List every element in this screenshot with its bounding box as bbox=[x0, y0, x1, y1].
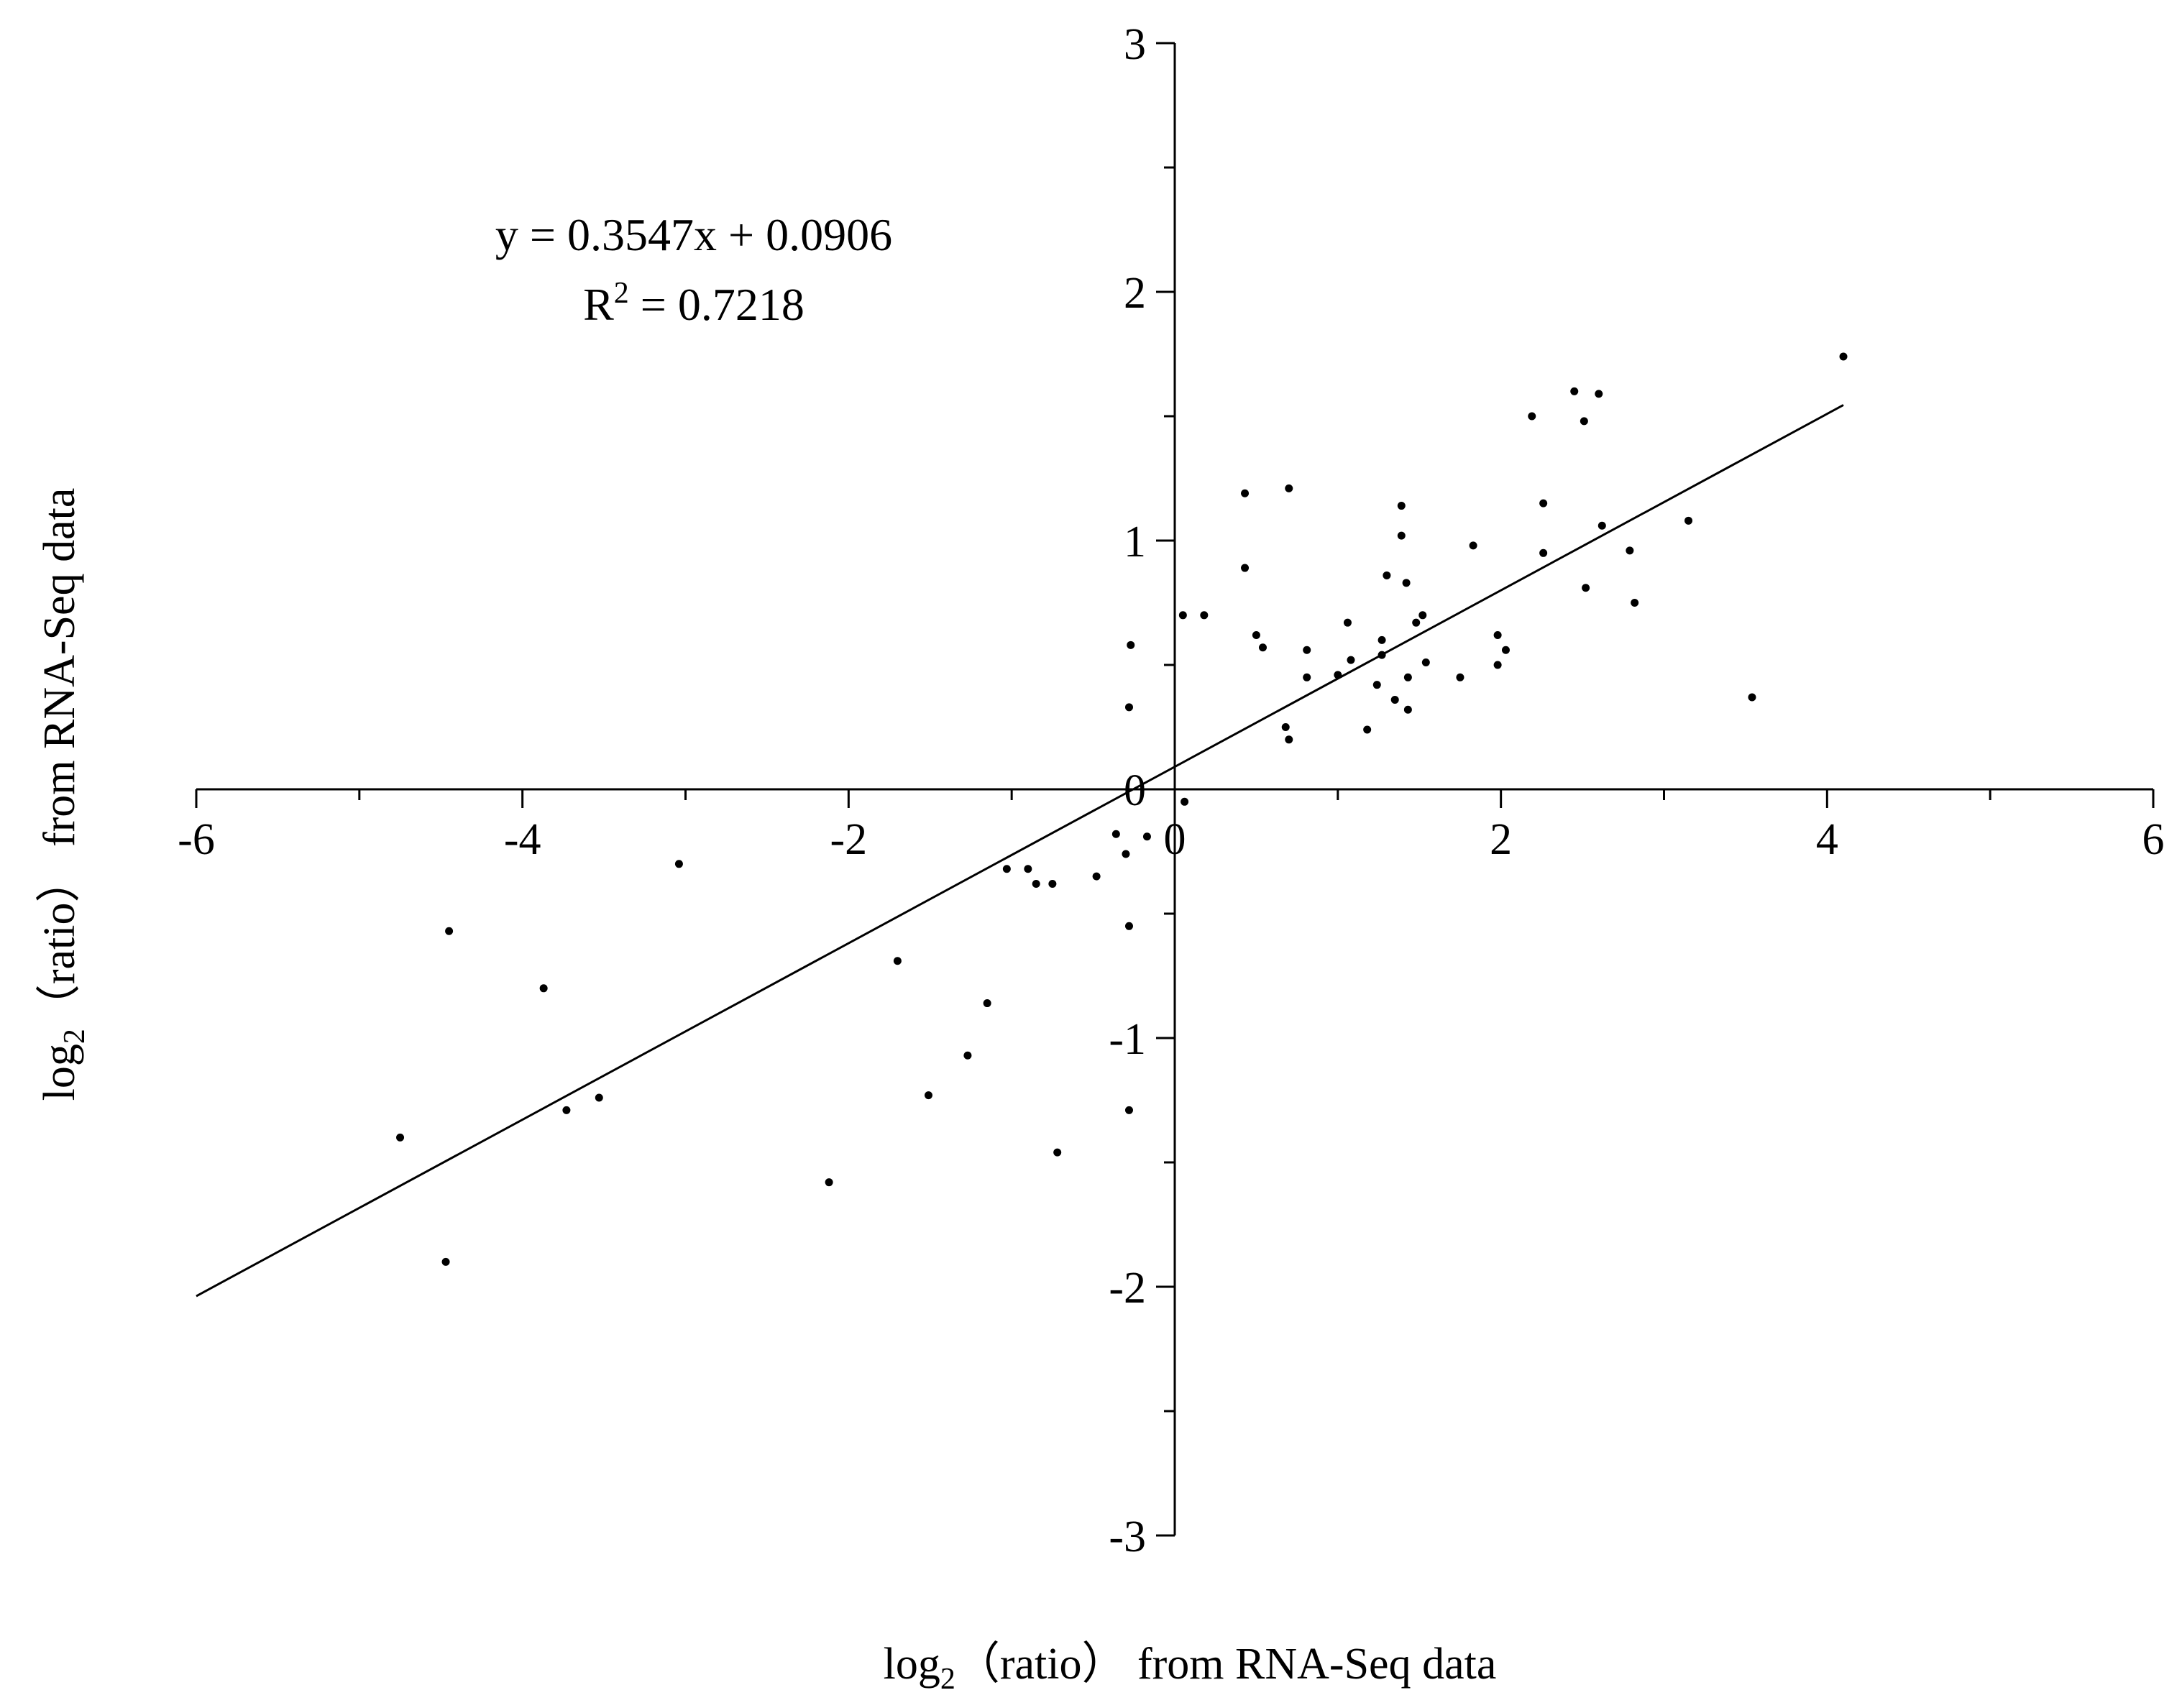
data-point bbox=[1748, 693, 1756, 702]
data-point bbox=[1528, 412, 1536, 421]
data-point bbox=[963, 1051, 972, 1060]
data-point bbox=[441, 1257, 450, 1266]
y-tick-label: -2 bbox=[1109, 1264, 1146, 1313]
x-tick-label: 2 bbox=[1490, 815, 1512, 864]
data-point bbox=[1631, 599, 1639, 607]
regression-equation: y = 0.3547x + 0.0906 bbox=[495, 209, 892, 260]
x-axis-title: log2（ratio） from RNA-Seq data bbox=[884, 1640, 1497, 1696]
data-points bbox=[396, 352, 1848, 1266]
data-point bbox=[1403, 673, 1412, 681]
data-point bbox=[595, 1093, 603, 1102]
data-point bbox=[1285, 735, 1293, 744]
data-point bbox=[1053, 1148, 1062, 1157]
data-point bbox=[445, 927, 454, 935]
data-point bbox=[1839, 352, 1848, 361]
data-point bbox=[1580, 417, 1588, 426]
y-tick-label: 1 bbox=[1124, 518, 1146, 566]
data-point bbox=[1258, 643, 1267, 652]
data-point bbox=[674, 860, 683, 868]
data-point bbox=[1626, 546, 1634, 555]
data-point bbox=[1048, 879, 1057, 888]
data-point bbox=[1684, 516, 1693, 525]
data-point bbox=[1595, 390, 1603, 398]
data-point bbox=[1412, 618, 1421, 627]
data-point bbox=[1403, 705, 1412, 714]
data-point bbox=[1570, 387, 1579, 395]
data-point bbox=[1178, 611, 1187, 620]
trend-line bbox=[196, 404, 1844, 1298]
data-point bbox=[1539, 548, 1548, 557]
data-point bbox=[1390, 695, 1399, 704]
data-point bbox=[1092, 872, 1101, 881]
x-tick-label: 4 bbox=[1816, 815, 1838, 864]
data-point bbox=[1200, 611, 1209, 620]
data-point bbox=[1343, 618, 1352, 627]
x-axis-ticks: -6 -4 -2 0 2 4 6 bbox=[178, 789, 2165, 864]
data-point bbox=[1252, 630, 1260, 639]
data-point bbox=[825, 1178, 833, 1187]
data-point bbox=[539, 984, 548, 993]
data-point bbox=[1363, 725, 1372, 734]
data-point bbox=[1124, 922, 1133, 930]
r-squared-label: R2 = 0.7218 bbox=[583, 277, 805, 330]
y-tick-label: 3 bbox=[1124, 20, 1146, 69]
data-point bbox=[1582, 584, 1590, 592]
data-point bbox=[1383, 571, 1391, 579]
data-point bbox=[562, 1106, 571, 1114]
y-tick-label: -3 bbox=[1109, 1512, 1146, 1561]
data-point bbox=[1303, 646, 1311, 654]
data-point bbox=[1181, 797, 1189, 806]
data-point bbox=[1347, 656, 1355, 664]
data-point bbox=[893, 957, 902, 965]
data-point bbox=[1501, 646, 1510, 654]
data-point bbox=[1024, 865, 1032, 873]
data-point bbox=[1493, 630, 1502, 639]
data-point bbox=[1111, 830, 1120, 838]
data-point bbox=[1402, 579, 1411, 587]
y-axis-ticks: -3 -2 -1 0 1 2 3 bbox=[1109, 20, 1175, 1561]
data-point bbox=[1397, 502, 1406, 510]
data-point bbox=[924, 1091, 932, 1100]
data-point bbox=[1002, 865, 1011, 873]
x-tick-label: -2 bbox=[830, 815, 868, 864]
y-axis-title: log2（ratio） from RNA-Seq data bbox=[35, 488, 91, 1101]
x-tick-label: -6 bbox=[178, 815, 215, 864]
data-point bbox=[1124, 1106, 1133, 1114]
data-point bbox=[1281, 723, 1290, 731]
y-tick-label: -1 bbox=[1109, 1015, 1146, 1064]
y-tick-label: 0 bbox=[1124, 766, 1146, 815]
x-tick-label: 0 bbox=[1164, 815, 1186, 864]
data-point bbox=[1377, 635, 1386, 644]
data-point bbox=[1372, 681, 1381, 689]
data-point bbox=[1421, 658, 1430, 667]
x-tick-label: 6 bbox=[2142, 815, 2165, 864]
data-point bbox=[1493, 661, 1502, 669]
data-point bbox=[1597, 521, 1606, 530]
data-point bbox=[1469, 541, 1477, 550]
data-point bbox=[1241, 564, 1250, 572]
data-point bbox=[1124, 703, 1133, 712]
data-point bbox=[983, 999, 991, 1008]
data-point bbox=[1241, 489, 1250, 497]
data-point bbox=[1127, 640, 1135, 649]
data-point bbox=[1032, 879, 1040, 888]
data-point bbox=[1539, 499, 1548, 508]
y-tick-label: 2 bbox=[1124, 269, 1146, 318]
data-point bbox=[1397, 531, 1406, 540]
data-point bbox=[1418, 611, 1427, 620]
data-point bbox=[1142, 832, 1151, 841]
data-point bbox=[1285, 484, 1293, 492]
x-tick-label: -4 bbox=[504, 815, 541, 864]
data-point bbox=[396, 1133, 405, 1142]
data-point bbox=[1303, 673, 1311, 681]
data-point bbox=[1456, 673, 1464, 681]
data-point bbox=[1122, 850, 1130, 858]
